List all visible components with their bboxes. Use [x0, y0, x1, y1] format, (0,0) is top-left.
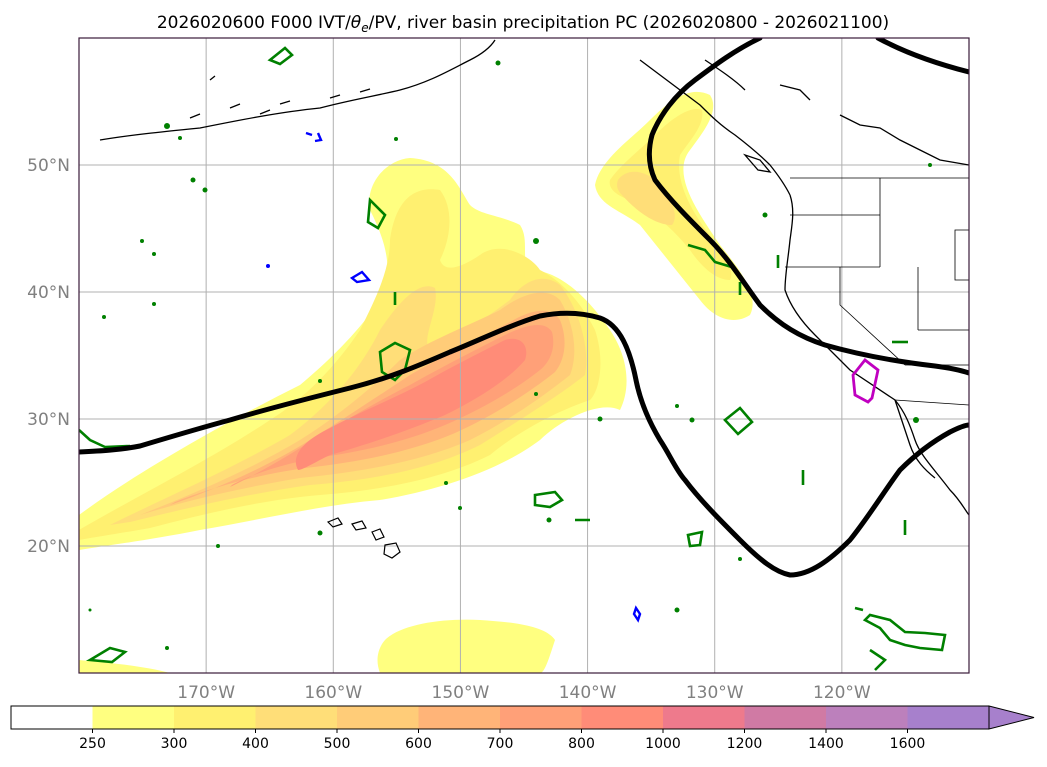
coastlines — [99, 39, 969, 516]
pv-negative-dot — [266, 264, 270, 268]
lon-label-140: 140°W — [559, 683, 617, 703]
theta-e-main-contour — [79, 310, 969, 578]
map-area — [79, 38, 969, 673]
us-west-coastline — [784, 194, 969, 516]
ut-border — [954, 229, 969, 281]
longitude-labels: 170°W 160°W 150°W 140°W 130°W 120°W — [177, 683, 871, 703]
colorbar-label-1200: 1200 — [727, 736, 763, 752]
colorbar-label-300: 300 — [161, 736, 188, 752]
pv-small-dots — [88, 60, 932, 650]
ivt-400-pnw — [617, 171, 675, 225]
lon-label-170: 170°W — [177, 683, 235, 703]
latitude-labels: 50°N 40°N 30°N 20°N — [27, 156, 70, 557]
theta-e-top-contour — [875, 38, 969, 75]
precip-basin-contour — [851, 358, 880, 404]
theta-e-contours — [79, 38, 969, 578]
lat-label-50: 50°N — [27, 156, 70, 176]
hawaii-islands — [326, 517, 401, 559]
lon-label-120: 120°W — [813, 683, 871, 703]
lat-label-30: 30°N — [27, 410, 70, 430]
ivt-300-pnw — [609, 109, 732, 280]
colorbar-segment — [337, 706, 419, 729]
ivt-300-main — [79, 189, 601, 540]
colorbar-label-700: 700 — [487, 736, 514, 752]
ivt-250-sw — [79, 660, 170, 673]
colorbar-label-250: 250 — [79, 736, 106, 752]
colorbar-segment — [826, 706, 908, 729]
us-mexico-border — [894, 399, 969, 406]
state-borders — [785, 177, 969, 406]
colorbar-label-800: 800 — [568, 736, 595, 752]
colorbar-label-600: 600 — [405, 736, 432, 752]
pv-contours — [79, 46, 947, 671]
colorbar: 250 300 400 500 600 700 800 1000 1200 1400 1600 — [10, 705, 1035, 752]
lon-label-160: 160°W — [304, 683, 362, 703]
lat-label-40: 40°N — [27, 283, 70, 303]
alaska-coastline — [99, 39, 496, 141]
colorbar-label-500: 500 — [324, 736, 351, 752]
colorbar-segment — [255, 706, 338, 729]
lon-label-130: 130°W — [686, 683, 744, 703]
colorbar-segment — [92, 706, 175, 729]
ivt-250-south — [377, 619, 555, 673]
lat-label-20: 20°N — [27, 537, 70, 557]
bc-inland-coast — [704, 59, 811, 101]
ivt-800-main — [295, 338, 527, 470]
colorbar-segment — [174, 706, 256, 729]
map-frame — [78, 37, 970, 674]
colorbar-extend-arrow — [988, 705, 1035, 730]
colorbar-segment — [500, 706, 582, 729]
colorbar-segment — [581, 706, 664, 729]
great-lakes-edge — [839, 114, 969, 166]
lon-label-150: 150°W — [432, 683, 490, 703]
aleutian-islands — [189, 75, 371, 119]
alaska-panhandle-coast — [639, 59, 791, 196]
colorbar-segment — [907, 706, 990, 729]
colorbar-label-400: 400 — [242, 736, 269, 752]
theta-e-northern-contour — [646, 38, 969, 376]
colorbar-segment — [663, 706, 745, 729]
colorbar-label-1600: 1600 — [890, 736, 926, 752]
colorbar-label-1000: 1000 — [645, 736, 681, 752]
figure-title: 2026020600 F000 IVT/θe/PV, river basin p… — [157, 13, 889, 35]
colorbar-segment — [744, 706, 827, 729]
vancouver-island — [742, 153, 772, 173]
colorbar-segment — [11, 706, 93, 729]
baja-peninsula — [894, 399, 936, 479]
colorbar-label-1400: 1400 — [808, 736, 844, 752]
ivt-shading — [79, 91, 753, 673]
colorbar-segment — [418, 706, 501, 729]
pv-negative-contours — [305, 131, 642, 623]
nv-ca-border — [839, 267, 906, 366]
